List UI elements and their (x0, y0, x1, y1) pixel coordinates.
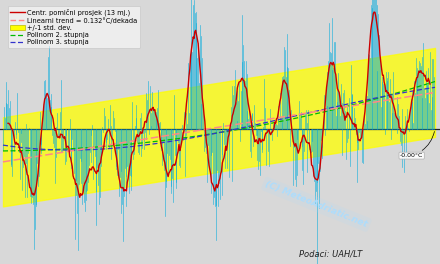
Text: Podaci: UAH/LT: Podaci: UAH/LT (299, 249, 363, 258)
Legend: Centr. pomični prosjek (13 mj.), Linearni trend = 0.132°C/dekada, +/-1 std. dev.: Centr. pomični prosjek (13 mj.), Linearn… (8, 6, 140, 48)
Text: (C) MeteoAdriatic.net: (C) MeteoAdriatic.net (264, 180, 369, 229)
Text: -0.00°C: -0.00°C (400, 131, 434, 158)
